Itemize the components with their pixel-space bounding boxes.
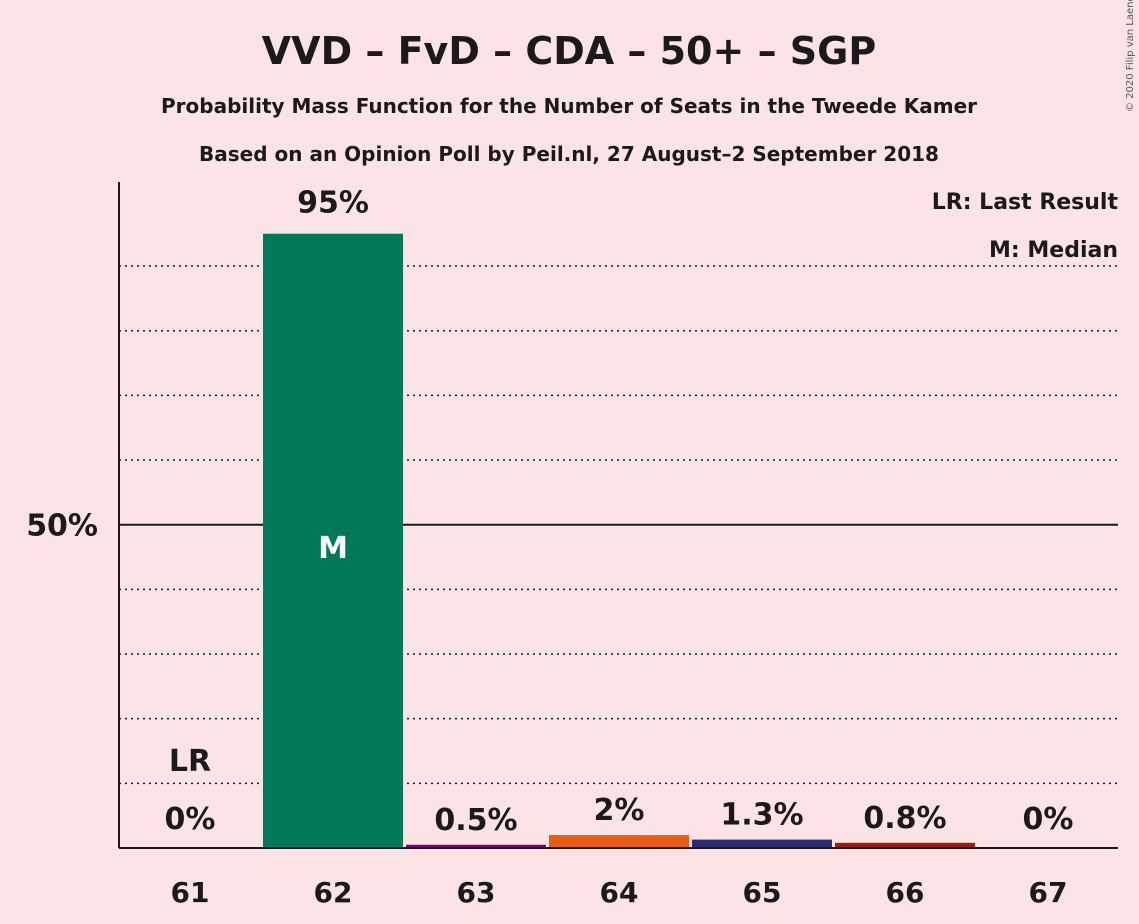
bar-62 (263, 233, 403, 848)
x-tick-label-64: 64 (600, 876, 639, 909)
legend-median: M: Median (989, 238, 1118, 263)
x-tick-label-65: 65 (743, 876, 782, 909)
data-label-63: 0.5% (434, 803, 517, 838)
last-result-marker: LR (169, 744, 211, 779)
chart-title: VVD – FvD – CDA – 50+ – SGP (262, 29, 876, 73)
x-tick-label-61: 61 (171, 876, 210, 909)
data-label-61: 0% (165, 802, 216, 837)
x-tick-label-63: 63 (457, 876, 496, 909)
bar-66 (835, 842, 975, 848)
data-label-66: 0.8% (863, 801, 946, 836)
legend-last-result: LR: Last Result (932, 190, 1119, 215)
x-tick-label-66: 66 (886, 876, 925, 909)
data-label-65: 1.3% (720, 798, 803, 833)
bar-64 (549, 835, 689, 848)
chart-subtitle-2: Based on an Opinion Poll by Peil.nl, 27 … (199, 142, 939, 166)
data-label-62: 95% (297, 186, 369, 221)
copyright-text: © 2020 Filip van Laenen (1125, 0, 1136, 112)
data-label-67: 0% (1023, 802, 1074, 837)
gridlines: 50% (26, 265, 1118, 785)
median-marker: M (318, 531, 348, 566)
bar-63 (406, 844, 546, 848)
y-tick-label: 50% (26, 509, 98, 544)
axes (118, 182, 1118, 849)
data-labels: 0% 61 95% 62 0.5% 63 2% 64 1.3% 65 0.8% 66 0% 67 LR M (165, 186, 1074, 909)
x-tick-label-62: 62 (314, 876, 353, 909)
bar-65 (692, 839, 832, 848)
x-tick-label-67: 67 (1029, 876, 1068, 909)
chart-subtitle: Probability Mass Function for the Number… (161, 94, 977, 118)
bars (263, 233, 975, 848)
data-label-64: 2% (594, 793, 645, 828)
